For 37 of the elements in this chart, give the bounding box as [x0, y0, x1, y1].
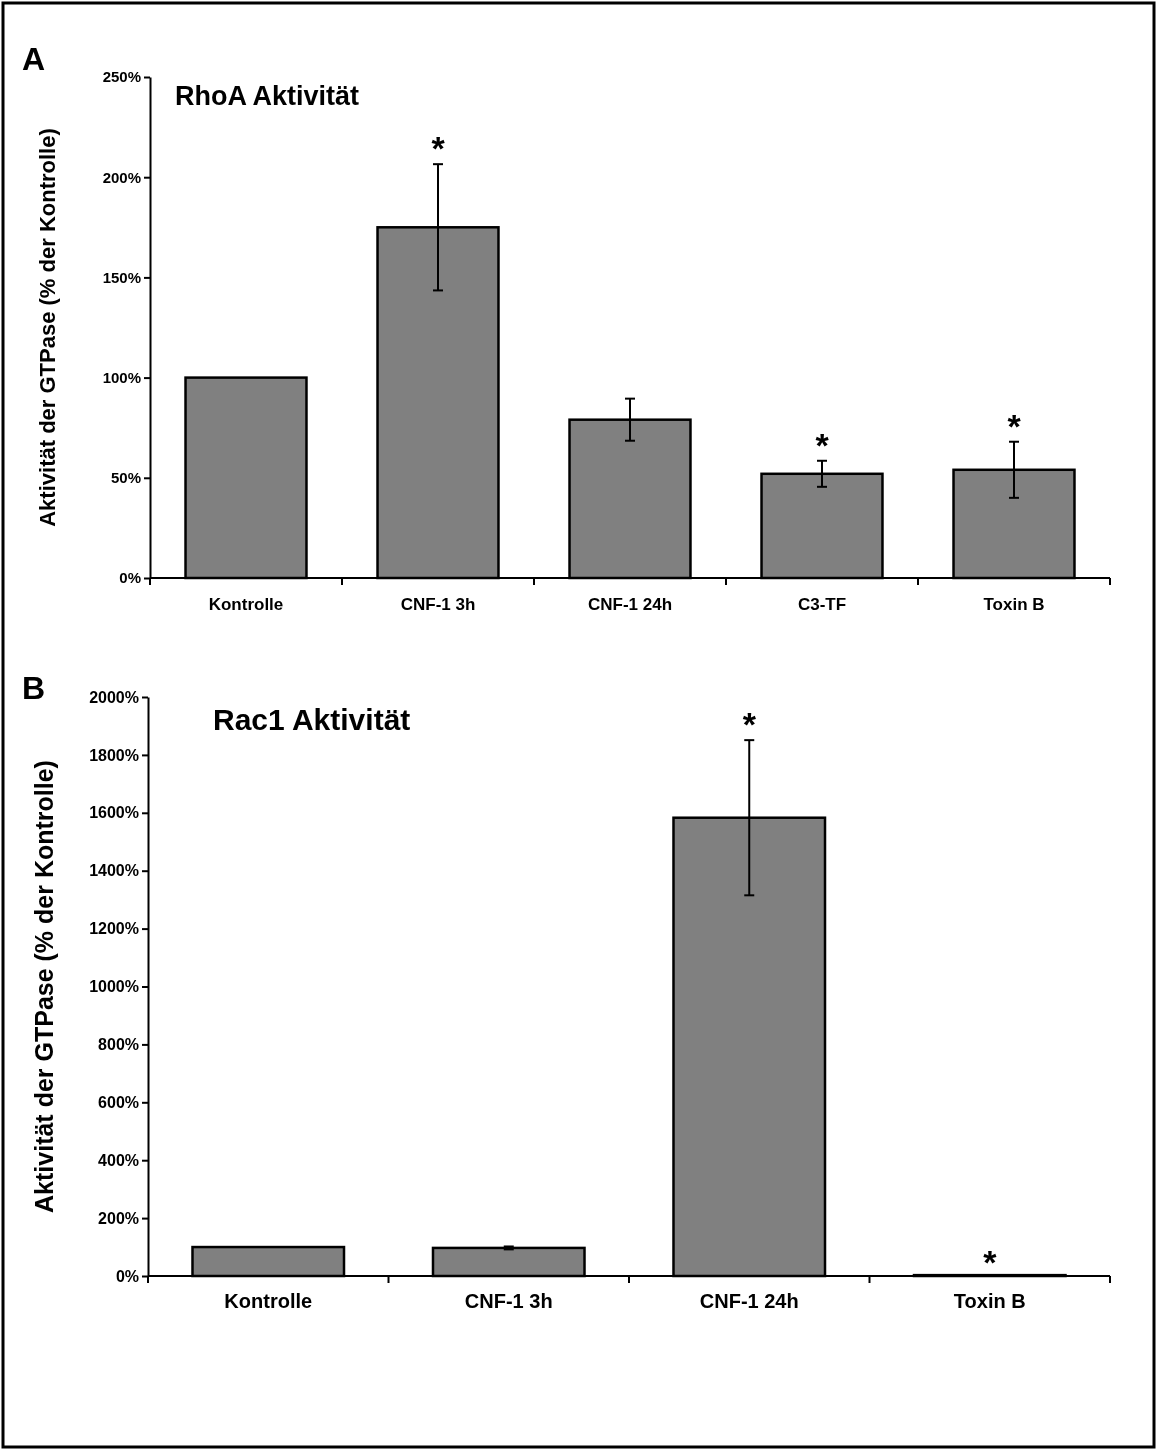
y-tick-label: 2000%	[89, 688, 139, 706]
y-tick-label: 400%	[98, 1151, 139, 1169]
x-tick-label: C3-TF	[797, 595, 847, 614]
y-axis-title: Aktivität der GTPase (% der Kontrolle)	[30, 760, 58, 1213]
x-tick-label: Kontrolle	[224, 1290, 313, 1312]
y-tick-label: 1800%	[89, 746, 139, 764]
x-tick-label: CNF-1 24h	[587, 595, 673, 614]
y-tick-label: 0%	[115, 1267, 139, 1285]
y-tick-label: 50%	[110, 469, 141, 487]
y-tick-label: 600%	[98, 1093, 139, 1111]
x-tick-label: Toxin B	[983, 595, 1045, 614]
y-tick-label: 1400%	[89, 862, 139, 880]
x-tick-label: Kontrolle	[208, 595, 284, 614]
y-tick-label: 800%	[98, 1036, 139, 1054]
text: A	[22, 41, 46, 77]
x-tick-label: Toxin B	[953, 1290, 1026, 1312]
y-tick-label: 1000%	[89, 978, 139, 996]
x-tick-label: CNF-1 3h	[400, 595, 476, 614]
y-tick-label: 100%	[102, 368, 141, 386]
chart-title: RhoA Aktivität	[175, 81, 360, 111]
y-tick-label: 250%	[102, 68, 141, 86]
y-axis-title: Aktivität der GTPase (% der Kontrolle)	[35, 128, 60, 527]
x-tick-label: CNF-1 24h	[699, 1290, 799, 1312]
y-tick-label: 200%	[102, 168, 141, 186]
y-tick-label: 0%	[119, 569, 141, 587]
annotation: *	[815, 425, 830, 464]
y-tick-label: 1200%	[89, 920, 139, 938]
x-tick-label: CNF-1 3h	[464, 1290, 553, 1312]
chart-title: Rac1 Aktivität	[213, 703, 411, 736]
text: B	[22, 670, 46, 706]
y-tick-label: 150%	[102, 268, 141, 286]
y-tick-label: 1600%	[89, 804, 139, 822]
annotation: *	[983, 1242, 998, 1281]
annotation: *	[1007, 406, 1022, 445]
annotation: *	[431, 128, 446, 167]
annotation: *	[742, 704, 757, 743]
y-tick-label: 200%	[98, 1209, 139, 1227]
